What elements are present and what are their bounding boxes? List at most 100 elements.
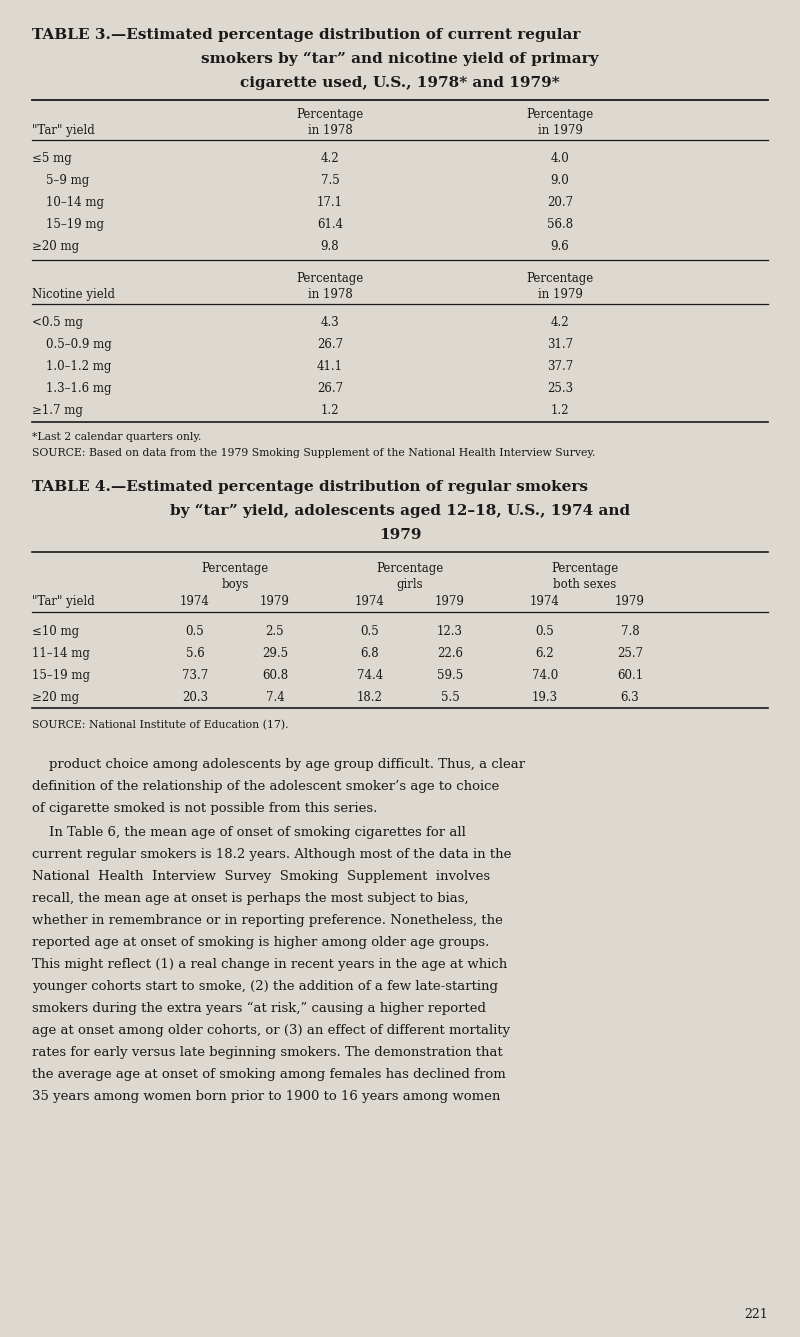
Text: 60.8: 60.8 [262, 668, 288, 682]
Text: 5.5: 5.5 [441, 691, 459, 705]
Text: 17.1: 17.1 [317, 197, 343, 209]
Text: Percentage: Percentage [296, 271, 364, 285]
Text: cigarette used, U.S., 1978* and 1979*: cigarette used, U.S., 1978* and 1979* [240, 76, 560, 90]
Text: 60.1: 60.1 [617, 668, 643, 682]
Text: current regular smokers is 18.2 years. Although most of the data in the: current regular smokers is 18.2 years. A… [32, 848, 511, 861]
Text: 5.6: 5.6 [186, 647, 204, 660]
Text: 0.5: 0.5 [536, 624, 554, 638]
Text: 18.2: 18.2 [357, 691, 383, 705]
Text: 15–19 mg: 15–19 mg [32, 668, 90, 682]
Text: 12.3: 12.3 [437, 624, 463, 638]
Text: 61.4: 61.4 [317, 218, 343, 231]
Text: in 1978: in 1978 [308, 287, 352, 301]
Text: in 1979: in 1979 [538, 124, 582, 136]
Text: 7.4: 7.4 [266, 691, 284, 705]
Text: 1974: 1974 [355, 595, 385, 608]
Text: <0.5 mg: <0.5 mg [32, 316, 83, 329]
Text: 1979: 1979 [378, 528, 422, 541]
Text: 26.7: 26.7 [317, 338, 343, 352]
Text: 25.7: 25.7 [617, 647, 643, 660]
Text: National  Health  Interview  Survey  Smoking  Supplement  involves: National Health Interview Survey Smoking… [32, 870, 490, 882]
Text: 4.3: 4.3 [321, 316, 339, 329]
Text: 4.2: 4.2 [321, 152, 339, 164]
Text: 4.0: 4.0 [550, 152, 570, 164]
Text: 29.5: 29.5 [262, 647, 288, 660]
Text: 7.5: 7.5 [321, 174, 339, 187]
Text: girls: girls [397, 578, 423, 591]
Text: Percentage: Percentage [551, 562, 618, 575]
Text: 15–19 mg: 15–19 mg [46, 218, 104, 231]
Text: age at onset among older cohorts, or (3) an effect of different mortality: age at onset among older cohorts, or (3)… [32, 1024, 510, 1038]
Text: Nicotine yield: Nicotine yield [32, 287, 115, 301]
Text: 35 years among women born prior to 1900 to 16 years among women: 35 years among women born prior to 1900 … [32, 1090, 500, 1103]
Text: ≤5 mg: ≤5 mg [32, 152, 72, 164]
Text: 1979: 1979 [615, 595, 645, 608]
Text: 1.2: 1.2 [321, 404, 339, 417]
Text: 22.6: 22.6 [437, 647, 463, 660]
Text: 1.3–1.6 mg: 1.3–1.6 mg [46, 382, 111, 394]
Text: 5–9 mg: 5–9 mg [46, 174, 90, 187]
Text: product choice among adolescents by age group difficult. Thus, a clear: product choice among adolescents by age … [32, 758, 525, 771]
Text: 59.5: 59.5 [437, 668, 463, 682]
Text: 41.1: 41.1 [317, 360, 343, 373]
Text: whether in remembrance or in reporting preference. Nonetheless, the: whether in remembrance or in reporting p… [32, 915, 503, 927]
Text: 73.7: 73.7 [182, 668, 208, 682]
Text: Percentage: Percentage [296, 108, 364, 122]
Text: recall, the mean age at onset is perhaps the most subject to bias,: recall, the mean age at onset is perhaps… [32, 892, 469, 905]
Text: 1974: 1974 [180, 595, 210, 608]
Text: smokers by “tar” and nicotine yield of primary: smokers by “tar” and nicotine yield of p… [202, 52, 598, 67]
Text: 1979: 1979 [260, 595, 290, 608]
Text: ≥20 mg: ≥20 mg [32, 241, 79, 253]
Text: 31.7: 31.7 [547, 338, 573, 352]
Text: in 1979: in 1979 [538, 287, 582, 301]
Text: TABLE 4.—Estimated percentage distribution of regular smokers: TABLE 4.—Estimated percentage distributi… [32, 480, 588, 493]
Text: 9.0: 9.0 [550, 174, 570, 187]
Text: 20.3: 20.3 [182, 691, 208, 705]
Text: "Tar" yield: "Tar" yield [32, 124, 94, 136]
Text: definition of the relationship of the adolescent smoker’s age to choice: definition of the relationship of the ad… [32, 779, 499, 793]
Text: of cigarette smoked is not possible from this series.: of cigarette smoked is not possible from… [32, 802, 378, 816]
Text: *Last 2 calendar quarters only.: *Last 2 calendar quarters only. [32, 432, 202, 443]
Text: This might reflect (1) a real change in recent years in the age at which: This might reflect (1) a real change in … [32, 959, 507, 971]
Text: by “tar” yield, adolescents aged 12–18, U.S., 1974 and: by “tar” yield, adolescents aged 12–18, … [170, 504, 630, 519]
Text: ≥20 mg: ≥20 mg [32, 691, 79, 705]
Text: 19.3: 19.3 [532, 691, 558, 705]
Text: rates for early versus late beginning smokers. The demonstration that: rates for early versus late beginning sm… [32, 1046, 502, 1059]
Text: Percentage: Percentage [376, 562, 444, 575]
Text: in 1978: in 1978 [308, 124, 352, 136]
Text: 74.0: 74.0 [532, 668, 558, 682]
Text: 37.7: 37.7 [547, 360, 573, 373]
Text: Percentage: Percentage [526, 271, 594, 285]
Text: 9.6: 9.6 [550, 241, 570, 253]
Text: 56.8: 56.8 [547, 218, 573, 231]
Text: both sexes: both sexes [554, 578, 617, 591]
Text: 9.8: 9.8 [321, 241, 339, 253]
Text: 1979: 1979 [435, 595, 465, 608]
Text: SOURCE: Based on data from the 1979 Smoking Supplement of the National Health In: SOURCE: Based on data from the 1979 Smok… [32, 448, 595, 459]
Text: 221: 221 [744, 1308, 768, 1321]
Text: 74.4: 74.4 [357, 668, 383, 682]
Text: 0.5: 0.5 [186, 624, 204, 638]
Text: smokers during the extra years “at risk,” causing a higher reported: smokers during the extra years “at risk,… [32, 1001, 486, 1015]
Text: In Table 6, the mean age of onset of smoking cigarettes for all: In Table 6, the mean age of onset of smo… [32, 826, 466, 840]
Text: 1.2: 1.2 [550, 404, 570, 417]
Text: 6.2: 6.2 [536, 647, 554, 660]
Text: 7.8: 7.8 [621, 624, 639, 638]
Text: 20.7: 20.7 [547, 197, 573, 209]
Text: 26.7: 26.7 [317, 382, 343, 394]
Text: 10–14 mg: 10–14 mg [46, 197, 104, 209]
Text: 6.8: 6.8 [361, 647, 379, 660]
Text: 0.5: 0.5 [361, 624, 379, 638]
Text: 0.5–0.9 mg: 0.5–0.9 mg [46, 338, 112, 352]
Text: TABLE 3.—Estimated percentage distribution of current regular: TABLE 3.—Estimated percentage distributi… [32, 28, 580, 41]
Text: boys: boys [222, 578, 249, 591]
Text: Percentage: Percentage [202, 562, 269, 575]
Text: 2.5: 2.5 [266, 624, 284, 638]
Text: SOURCE: National Institute of Education (17).: SOURCE: National Institute of Education … [32, 721, 289, 730]
Text: 1974: 1974 [530, 595, 560, 608]
Text: 4.2: 4.2 [550, 316, 570, 329]
Text: "Tar" yield: "Tar" yield [32, 595, 94, 608]
Text: 25.3: 25.3 [547, 382, 573, 394]
Text: 11–14 mg: 11–14 mg [32, 647, 90, 660]
Text: Percentage: Percentage [526, 108, 594, 122]
